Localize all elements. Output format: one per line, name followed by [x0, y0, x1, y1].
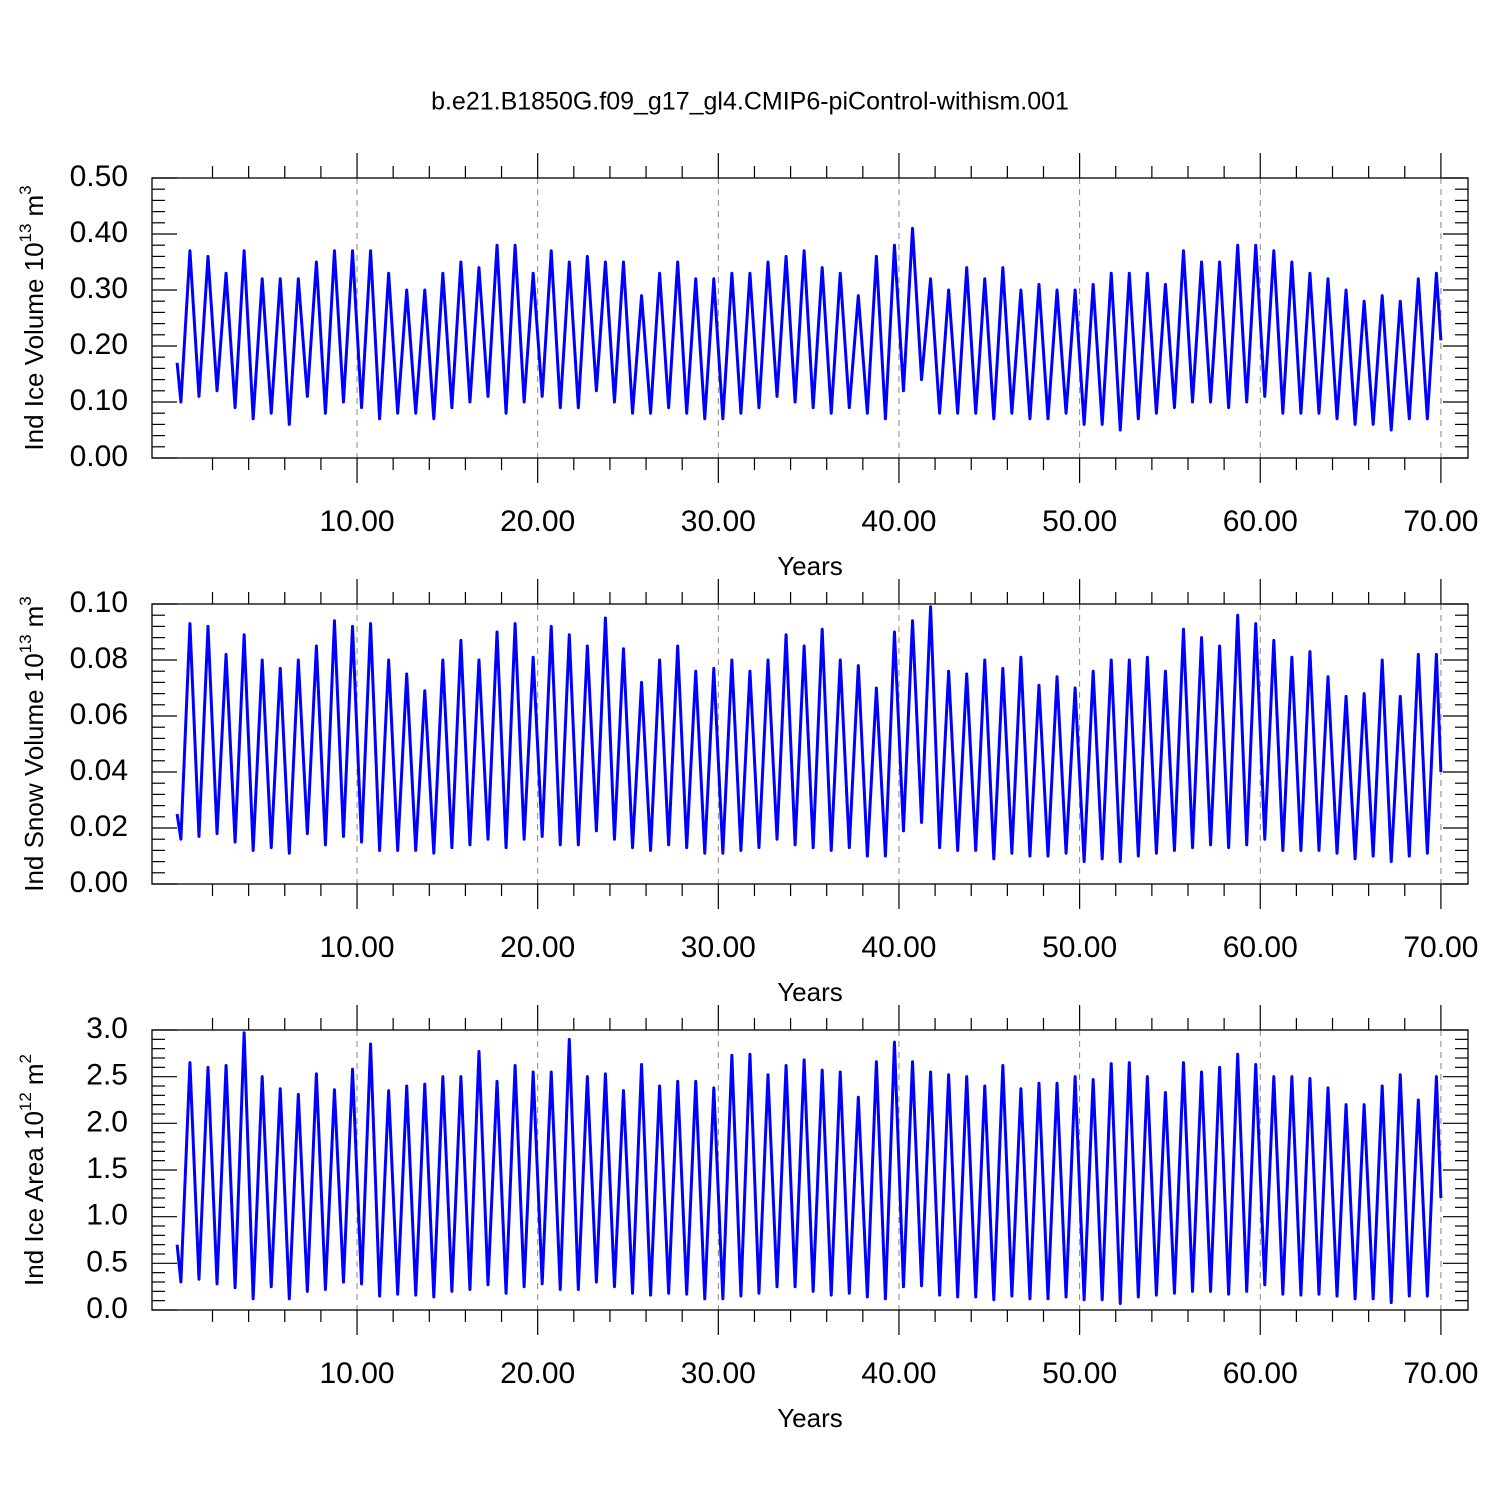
- x-tick-label: 10.00: [319, 931, 394, 964]
- data-line: [175, 226, 1443, 432]
- y-axis-label-unit-exponent: 2: [16, 1054, 35, 1063]
- x-tick-label: 10.00: [319, 505, 394, 538]
- y-axis-label: Ind Ice Volume 1013 m3: [16, 185, 49, 450]
- x-axis-label: Years: [777, 977, 843, 1007]
- x-tick-label: 40.00: [861, 505, 936, 538]
- y-axis-label-exponent: 13: [16, 224, 35, 243]
- x-tick-label: 70.00: [1403, 505, 1478, 538]
- y-axis-label-unit: m: [19, 606, 49, 628]
- x-tick-label: 50.00: [1042, 505, 1117, 538]
- x-tick-label: 10.00: [319, 1357, 394, 1390]
- y-tick-label: 2.0: [86, 1105, 128, 1138]
- x-tick-label: 30.00: [681, 931, 756, 964]
- plot-frame: [151, 603, 1469, 885]
- y-axis-label: Ind Snow Volume 1013 m3: [16, 596, 49, 892]
- data-line: [175, 605, 1443, 864]
- x-tick-label: 70.00: [1403, 1357, 1478, 1390]
- y-tick-label: 0.0: [86, 1292, 128, 1325]
- y-tick-label: 0.00: [70, 866, 128, 899]
- y-axis-label-exponent: 12: [16, 1092, 35, 1111]
- y-axis-label-unit: m: [19, 195, 49, 217]
- x-tick-label: 50.00: [1042, 931, 1117, 964]
- x-tick-label: 60.00: [1223, 505, 1298, 538]
- x-tick-label: 70.00: [1403, 931, 1478, 964]
- plot-frame: [151, 177, 1469, 459]
- x-tick-label: 30.00: [681, 1357, 756, 1390]
- y-tick-label: 0.50: [70, 160, 128, 193]
- data-line: [175, 1031, 1443, 1305]
- y-tick-label: 3.0: [86, 1012, 128, 1045]
- y-tick-label: 1.5: [86, 1152, 128, 1185]
- y-axis-label-text: Ind Ice Volume 10: [19, 242, 49, 450]
- y-axis-label-unit-exponent: 3: [16, 185, 35, 194]
- y-tick-label: 0.00: [70, 440, 128, 473]
- y-axis-label-unit-exponent: 3: [16, 596, 35, 605]
- y-axis-label-exponent: 13: [16, 634, 35, 653]
- y-axis-label-unit: m: [19, 1063, 49, 1085]
- y-axis-label: Ind Ice Area 1012 m2: [16, 1054, 49, 1286]
- y-tick-label: 0.10: [70, 384, 128, 417]
- x-tick-label: 20.00: [500, 931, 575, 964]
- figure-title: b.e21.B1850G.f09_g17_gl4.CMIP6-piControl…: [431, 88, 1069, 116]
- y-tick-label: 0.02: [70, 810, 128, 843]
- y-tick-label: 0.06: [70, 698, 128, 731]
- x-tick-label: 20.00: [500, 1357, 575, 1390]
- x-tick-label: 40.00: [861, 931, 936, 964]
- y-tick-label: 0.20: [70, 328, 128, 361]
- y-tick-label: 0.30: [70, 272, 128, 305]
- y-tick-label: 0.08: [70, 642, 128, 675]
- x-tick-label: 30.00: [681, 505, 756, 538]
- y-tick-label: 0.04: [70, 754, 128, 787]
- y-tick-label: 0.40: [70, 216, 128, 249]
- y-tick-label: 0.5: [86, 1245, 128, 1278]
- y-tick-label: 0.10: [70, 586, 128, 619]
- x-axis-label: Years: [777, 1403, 843, 1433]
- y-tick-label: 2.5: [86, 1059, 128, 1092]
- x-tick-label: 40.00: [861, 1357, 936, 1390]
- y-tick-label: 1.0: [86, 1199, 128, 1232]
- x-tick-label: 20.00: [500, 505, 575, 538]
- x-tick-label: 60.00: [1223, 931, 1298, 964]
- x-tick-label: 60.00: [1223, 1357, 1298, 1390]
- x-tick-label: 50.00: [1042, 1357, 1117, 1390]
- x-axis-label: Years: [777, 551, 843, 581]
- y-axis-label-text: Ind Snow Volume 10: [19, 653, 49, 892]
- y-axis-label-text: Ind Ice Area 10: [19, 1111, 49, 1286]
